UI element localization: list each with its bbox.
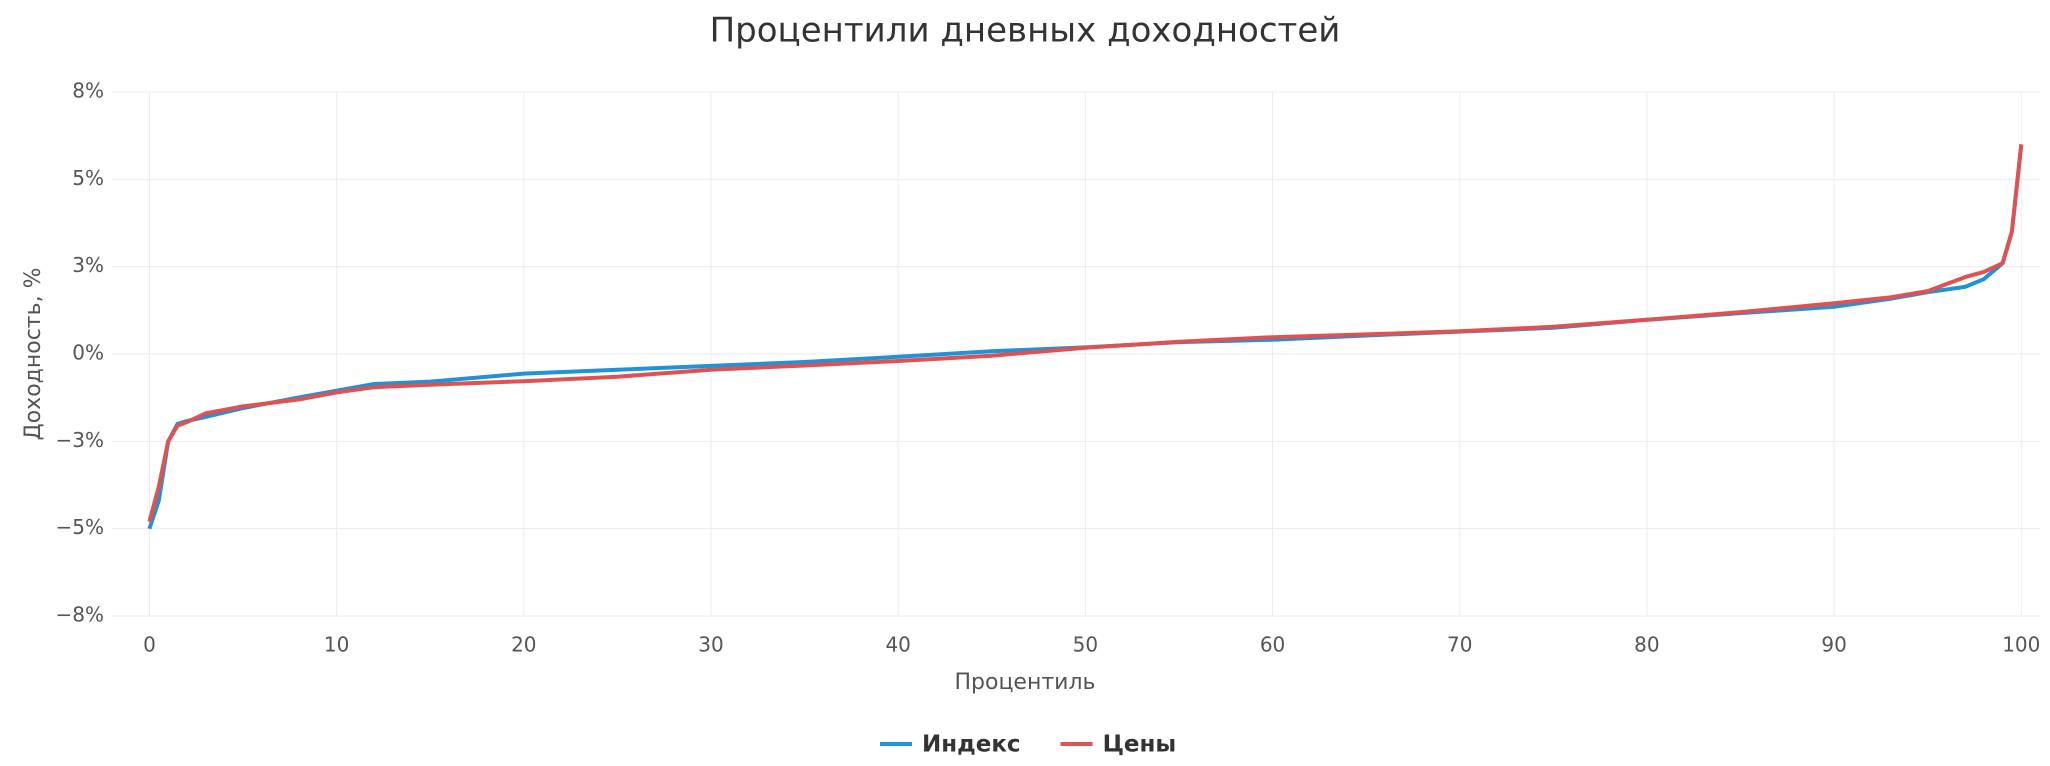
x-tick-label: 100 — [2002, 633, 2040, 657]
legend-label: Цены — [1103, 732, 1177, 758]
x-tick-label: 60 — [1260, 633, 1285, 657]
x-tick-label: 40 — [885, 633, 910, 657]
x-tick-label: 0 — [143, 633, 156, 657]
y-tick-label: −5% — [56, 515, 105, 539]
x-tick-label: 90 — [1821, 633, 1846, 657]
x-axis-label: Процентиль — [954, 670, 1095, 695]
y-tick-label: −8% — [56, 603, 105, 627]
y-tick-label: 5% — [72, 166, 104, 190]
x-tick-label: 30 — [698, 633, 723, 657]
x-tick-label: 10 — [324, 633, 349, 657]
legend-label: Индекс — [922, 732, 1021, 758]
chart-title: Процентили дневных доходностей — [710, 11, 1341, 51]
y-axis-label: Доходность, % — [21, 268, 46, 441]
y-tick-label: 0% — [72, 341, 104, 365]
x-tick-label: 50 — [1073, 633, 1098, 657]
x-tick-label: 80 — [1634, 633, 1659, 657]
y-tick-label: 3% — [72, 253, 104, 277]
line-series — [147, 144, 2024, 523]
y-tick-label: 8% — [72, 79, 104, 103]
x-tick-label: 70 — [1447, 633, 1472, 657]
y-tick-label: −3% — [56, 428, 105, 452]
x-tick-label: 20 — [511, 633, 536, 657]
